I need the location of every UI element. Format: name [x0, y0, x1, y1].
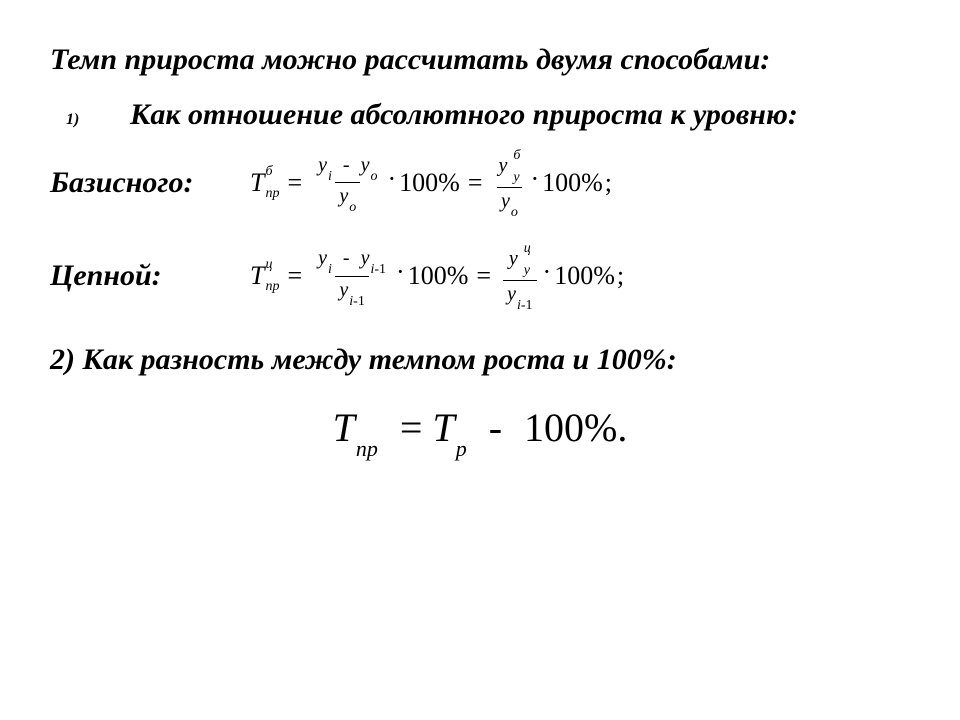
chain-f1-im1: i-1 [370, 262, 386, 277]
big-minus: - [489, 405, 502, 450]
basic-f2-num-y: y [499, 155, 508, 177]
chain-frac1: yi - yi-1 yi-1 [314, 247, 390, 305]
big-formula: Tпр = Tр - 100%. [50, 404, 910, 456]
chain-f2-num-sup: ц [524, 242, 531, 256]
big-T1-sub: пр [356, 436, 378, 461]
basic-f2-den-o: o [511, 205, 518, 220]
formula-basic-row: Базисного: T б пр = yi - yo yo · 100% = [50, 149, 910, 216]
chain-f2-num-sub: у [524, 264, 531, 278]
chain-f1-yim1: y [361, 247, 370, 269]
chain-formula: T ц пр = yi - yi-1 yi-1 · 100% = [250, 242, 624, 309]
chain-T-sub: пр [265, 280, 279, 294]
formula-chain-row: Цепной: T ц пр = yi - yi-1 yi-1 · 100% = [50, 242, 910, 309]
chain-semicolon: ; [617, 261, 624, 291]
big-T2-sub: р [456, 436, 467, 461]
basic-dot1: · [387, 164, 396, 194]
chain-f1-minus: - [343, 247, 350, 269]
basic-frac1: yi - yo yo [314, 154, 381, 212]
chain-f1-yi: y [318, 247, 327, 269]
chain-T-sup: ц [265, 258, 279, 272]
chain-f1-den-im1: i-1 [349, 294, 365, 309]
chain-f1-den-im1-1: 1 [358, 294, 365, 309]
basic-f1-den-y: y [339, 185, 348, 207]
big-100: 100% [524, 405, 617, 450]
basic-T: T [250, 168, 264, 198]
chain-f1-den-y: y [339, 279, 348, 301]
chain-T-supsub: ц пр [265, 258, 279, 294]
chain-100-2: 100% [554, 261, 615, 291]
chain-eq1: = [287, 261, 302, 291]
chain-f2-num-y: y [509, 248, 518, 270]
list-item-1: 1) Как отношение абсолютного прироста к … [50, 95, 910, 136]
big-T1: T [333, 405, 355, 450]
basic-T-sub: пр [265, 187, 279, 201]
basic-eq2: = [468, 168, 483, 198]
chain-f2-den-y: y [507, 283, 516, 305]
chain-frac2: y ц у yi-1 [503, 242, 536, 309]
chain-eq2: = [476, 261, 491, 291]
basic-T-sup: б [265, 165, 279, 179]
chain-f2-den-im1-1: 1 [526, 298, 533, 313]
big-eq: = [400, 405, 423, 450]
basic-label: Базисного: [50, 166, 250, 200]
basic-f1-yo: y [361, 154, 370, 176]
basic-f1-den-o: o [349, 200, 356, 215]
basic-100-1: 100% [399, 168, 460, 198]
item2-text: 2) Как разность между темпом роста и 100… [50, 340, 910, 381]
basic-f2-num-supsub: б у [513, 149, 520, 185]
basic-f1-yi: y [318, 154, 327, 176]
list-text-1: Как отношение абсолютного прироста к уро… [130, 95, 798, 136]
chain-label: Цепной: [50, 259, 250, 293]
basic-f2-num-sub: у [513, 171, 520, 185]
big-T2: T [432, 405, 454, 450]
basic-f1-i: i [328, 169, 332, 184]
chain-100-1: 100% [408, 261, 469, 291]
basic-formula: T б пр = yi - yo yo · 100% = [250, 149, 612, 216]
chain-T: T [250, 261, 264, 291]
basic-100-2: 100% [542, 168, 603, 198]
big-period: . [617, 405, 627, 450]
basic-dot2: · [530, 164, 539, 194]
chain-f1-i: i [328, 262, 332, 277]
basic-frac2: y б у yo [495, 149, 525, 216]
basic-f2-num-sup: б [513, 149, 520, 163]
chain-dot1: · [396, 257, 405, 287]
chain-f1-im1-1: 1 [379, 262, 386, 277]
basic-f1-o: o [370, 169, 377, 184]
basic-f1-minus: - [343, 154, 350, 176]
list-marker-1: 1) [50, 111, 130, 129]
basic-semicolon: ; [605, 168, 612, 198]
chain-f2-num-supsub: ц у [524, 242, 531, 278]
intro-text: Темп прироста можно рассчитать двумя спо… [50, 40, 910, 81]
chain-dot2: · [543, 257, 552, 287]
chain-f2-den-im1: i-1 [517, 298, 533, 313]
basic-f2-den-y: y [501, 190, 510, 212]
basic-T-supsub: б пр [265, 165, 279, 201]
basic-eq1: = [287, 168, 302, 198]
